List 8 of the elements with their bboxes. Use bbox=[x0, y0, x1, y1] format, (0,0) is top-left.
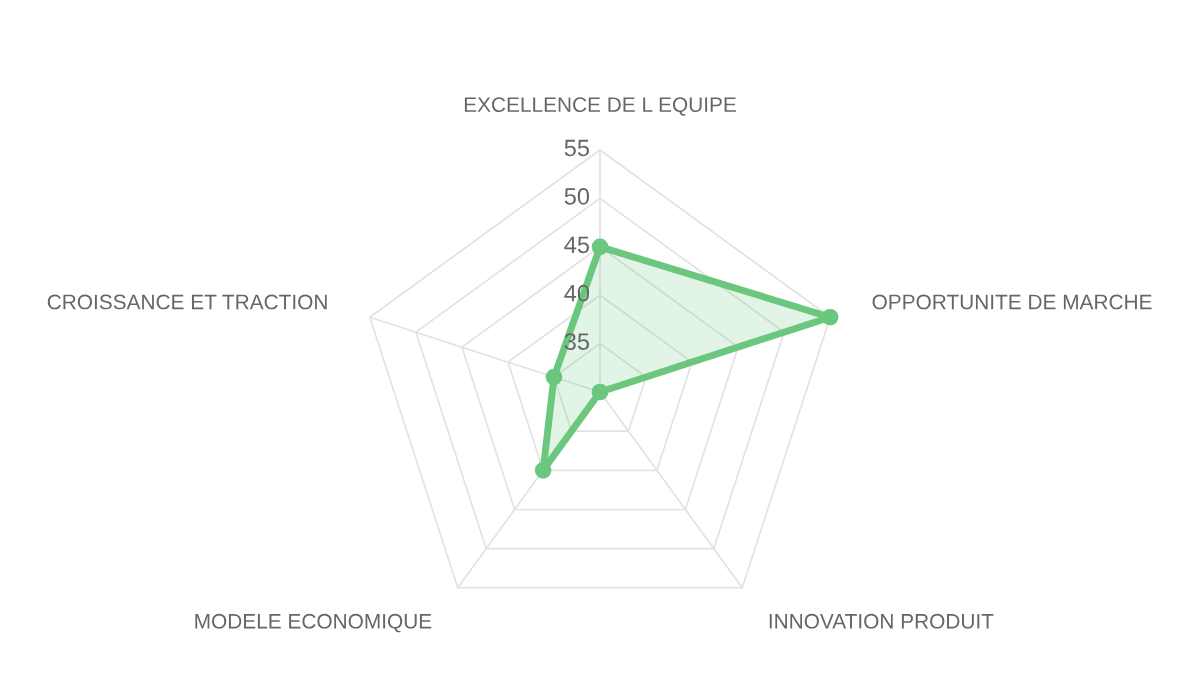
spoke-label: OPPORTUNITE DE MARCHE bbox=[872, 294, 1152, 310]
y-tick-label: 55 bbox=[564, 139, 590, 157]
spoke-label: CROISSANCE ET TRACTION bbox=[47, 294, 327, 310]
y-tick-label: 45 bbox=[564, 236, 590, 254]
spoke-label: EXCELLENCE DE L EQUIPE bbox=[464, 97, 736, 116]
spoke-label: INNOVATION PRODUIT bbox=[769, 613, 994, 629]
y-tick-label: 50 bbox=[564, 188, 590, 205]
spoke-label: MODELE ECONOMIQUE bbox=[195, 613, 432, 633]
